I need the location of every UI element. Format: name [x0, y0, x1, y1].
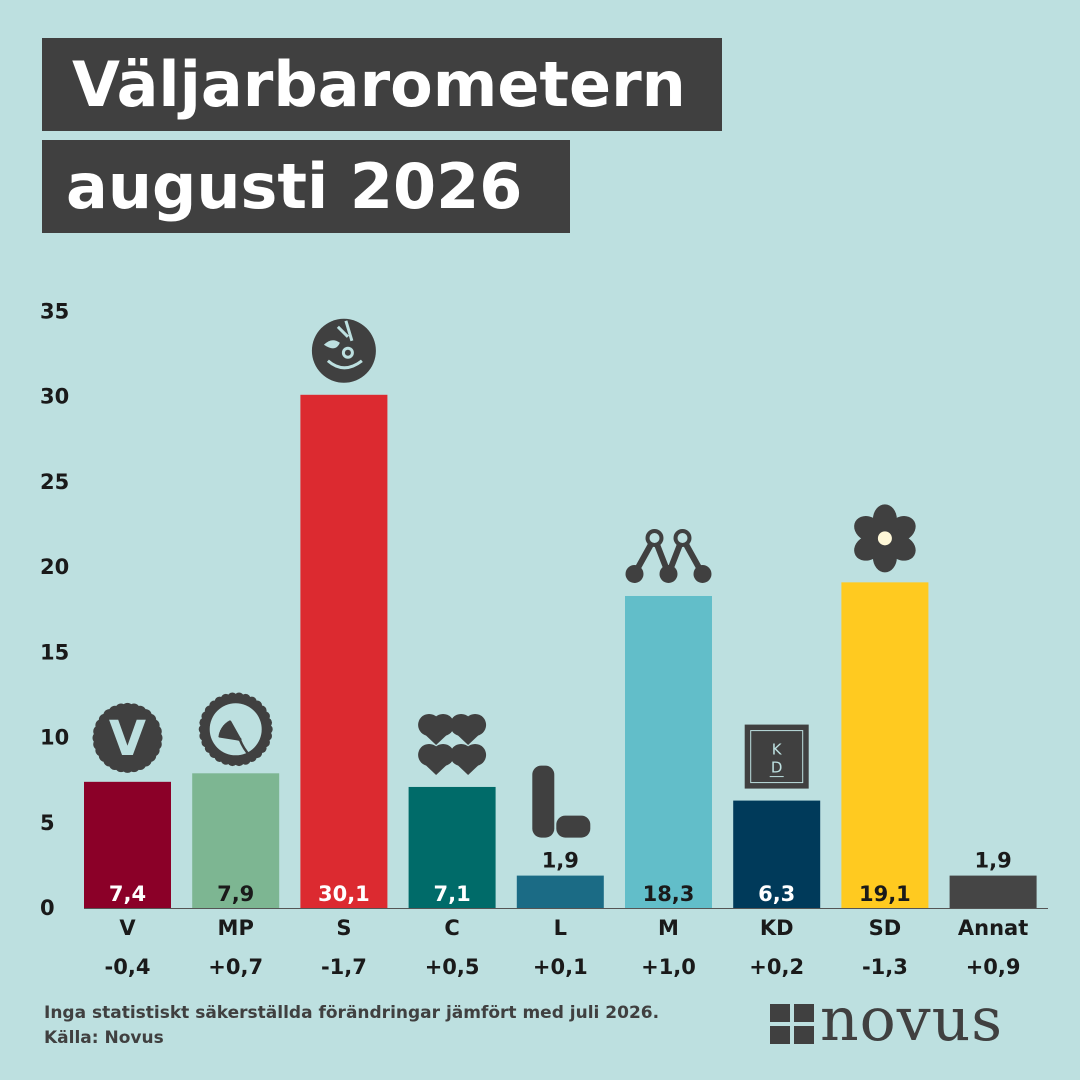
change-label: +0,1 [533, 955, 588, 979]
category-label: M [658, 916, 679, 940]
value-label: 30,1 [318, 882, 370, 906]
svg-text:D: D [771, 759, 783, 777]
category-label: MP [218, 916, 254, 940]
y-tick-label: 0 [40, 896, 55, 920]
bar-mp [192, 773, 280, 908]
chart-title-line-2: augusti 2026 [42, 140, 570, 233]
novus-grid-icon [770, 1004, 814, 1044]
category-label: L [554, 916, 567, 940]
y-tick-label: 20 [40, 555, 69, 579]
mp-dandelion-icon [198, 692, 273, 767]
y-tick-label: 25 [40, 470, 69, 494]
change-label: -1,7 [321, 955, 367, 979]
value-label: 19,1 [859, 882, 911, 906]
bar-l [516, 875, 604, 908]
change-label: +1,0 [641, 955, 696, 979]
value-label: 7,1 [433, 882, 470, 906]
l-logo-icon [532, 765, 591, 838]
value-label: 7,9 [217, 882, 254, 906]
m-logo-icon [625, 528, 712, 583]
v-logo-icon: V [92, 702, 163, 773]
chart-title-line-1: Väljarbarometern [42, 38, 722, 131]
c-clover-icon [418, 713, 487, 775]
svg-text:V: V [109, 711, 146, 767]
category-label: C [444, 916, 459, 940]
y-tick-label: 5 [40, 811, 55, 835]
value-label: 18,3 [643, 882, 695, 906]
footnote-note: Inga statistiskt säkerställda förändring… [44, 1003, 660, 1023]
bar-sd [841, 582, 929, 908]
bar-annat [949, 875, 1037, 908]
y-tick-label: 30 [40, 385, 69, 409]
value-label: 7,4 [109, 882, 146, 906]
bar-m [625, 595, 712, 908]
svg-text:K: K [772, 741, 783, 759]
category-label: Annat [958, 916, 1028, 940]
kd-logo-icon: KD [744, 724, 809, 789]
y-tick-label: 10 [40, 726, 69, 750]
change-label: +0,7 [208, 955, 263, 979]
change-label: +0,5 [425, 955, 480, 979]
title-line-2-text: augusti 2026 [66, 149, 523, 223]
novus-wordmark: novus [820, 985, 1004, 1055]
change-label: +0,9 [966, 955, 1021, 979]
value-label: 1,9 [542, 849, 579, 873]
sd-flower-icon [854, 504, 916, 573]
category-label: V [119, 916, 136, 940]
value-label: 1,9 [974, 849, 1011, 873]
novus-logo: novus [770, 990, 1050, 1052]
bar-v [84, 781, 171, 908]
bar-kd [733, 800, 821, 908]
category-label: KD [760, 916, 794, 940]
bar-s [300, 394, 388, 908]
category-label: SD [869, 916, 902, 940]
y-tick-label: 35 [40, 299, 69, 323]
category-label: S [336, 916, 351, 940]
y-tick-label: 15 [40, 640, 69, 664]
change-label: +0,2 [749, 955, 804, 979]
bar-c [408, 786, 496, 908]
change-label: -1,3 [862, 955, 908, 979]
value-label: 6,3 [758, 882, 795, 906]
title-line-1-text: Väljarbarometern [72, 47, 686, 121]
change-label: -0,4 [105, 955, 151, 979]
footnote-source: Källa: Novus [44, 1028, 164, 1048]
s-rose-icon [311, 318, 376, 383]
